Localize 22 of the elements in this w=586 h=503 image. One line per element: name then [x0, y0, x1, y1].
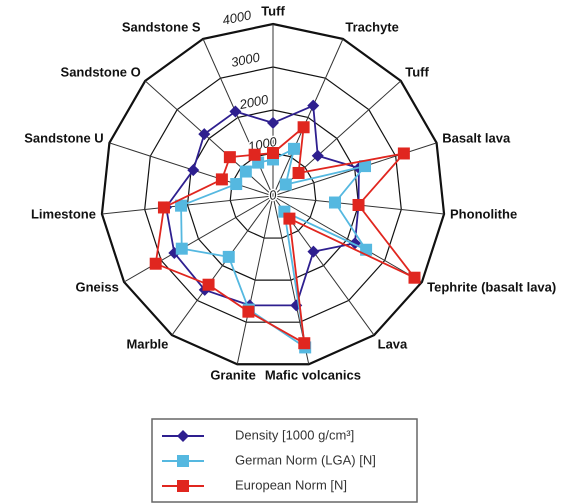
spoke-label: Lava [378, 336, 408, 352]
spoke-label: Marble [126, 336, 168, 352]
spoke-label: Tephrite (basalt lava) [427, 279, 556, 294]
spoke-label: Phonolithe [450, 206, 518, 222]
spoke-label: Basalt lava [442, 130, 511, 146]
y-tick-label: 0 [268, 186, 279, 204]
spoke-label: Tuff [261, 3, 286, 18]
spoke-label: Sandstone O [60, 64, 141, 80]
spoke-label: Mafic volcanics [264, 367, 361, 382]
spoke-label: Gneiss [75, 279, 119, 294]
spoke-label: Trachyte [345, 19, 399, 34]
legend-label: Density [1000 g/cm³] [235, 427, 354, 442]
spoke-label: Sandstone U [24, 130, 104, 146]
y-tick-label: 2000 [237, 91, 270, 112]
spoke-label: Limestone [30, 206, 96, 222]
y-tick-label: 3000 [230, 49, 262, 70]
legend-label: German Norm (LGA) [N] [235, 452, 376, 468]
spoke-label: Sandstone S [122, 19, 201, 34]
y-tick-label: 4000 [221, 7, 254, 28]
legend-label: European Norm [N] [235, 477, 347, 492]
spoke-label: Granite [210, 367, 256, 382]
spoke-label: Tuff [405, 64, 430, 80]
